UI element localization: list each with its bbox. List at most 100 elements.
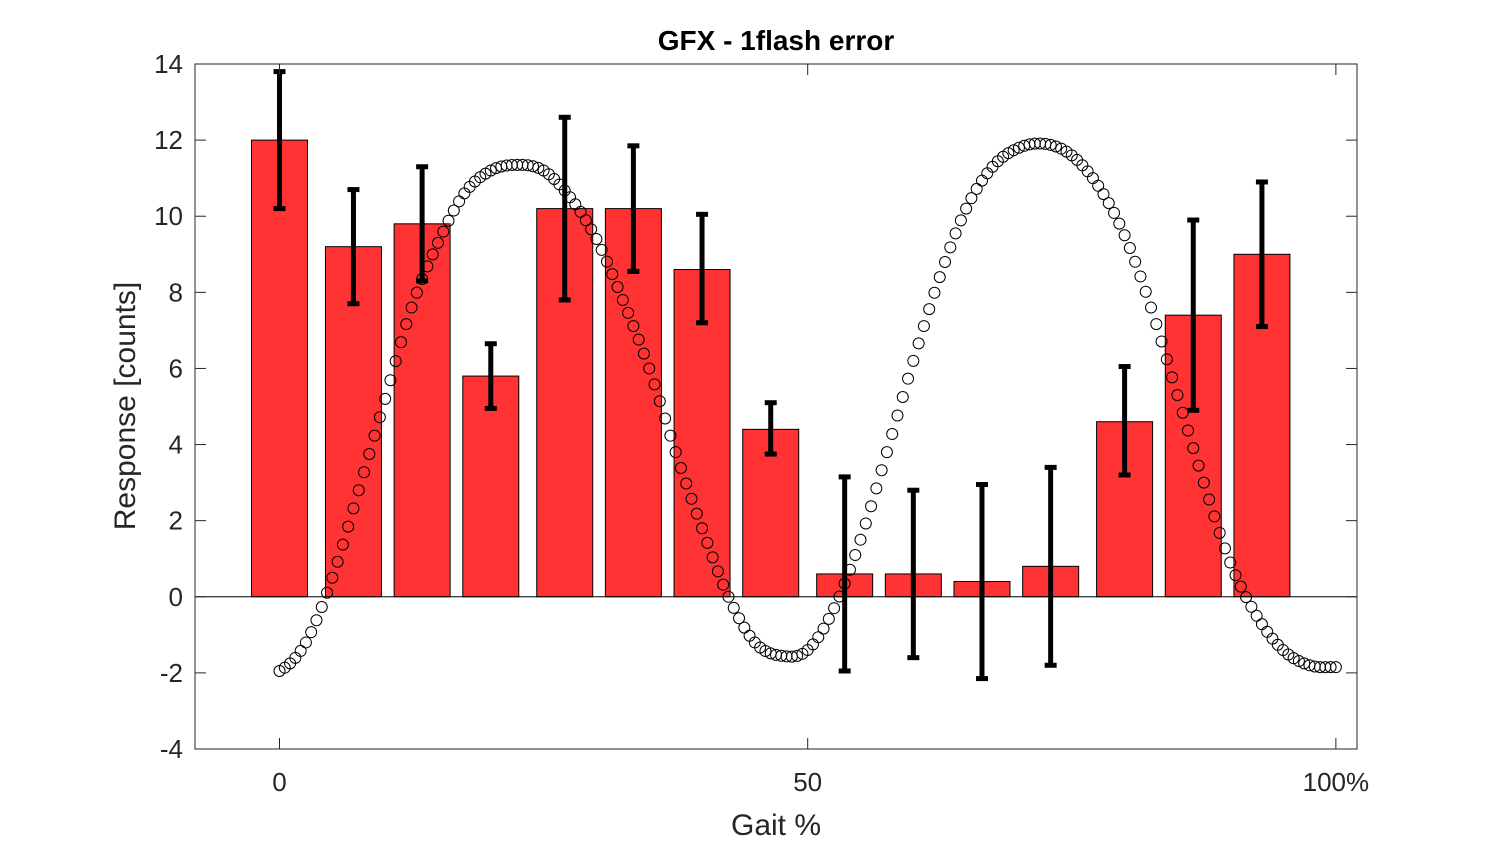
plot-frame: [194, 63, 1358, 750]
curve-marker-127: [944, 241, 957, 254]
curve-marker-167: [1155, 335, 1168, 348]
curve-marker-6: [305, 626, 318, 639]
curve-marker-76: [674, 461, 687, 474]
x-axis-ticks: 0 50 100%: [272, 64, 1369, 797]
curve-marker-109: [849, 549, 862, 562]
curve-marker-8: [315, 601, 328, 614]
curve-marker-84: [717, 578, 730, 591]
curve-marker-81: [701, 536, 714, 549]
errorbar-14: [1255, 179, 1268, 330]
curve-marker-122: [917, 320, 930, 333]
curve-marker-140: [1012, 141, 1025, 154]
curve-marker-71: [648, 378, 661, 391]
curve-marker-161: [1123, 242, 1136, 255]
curve-marker-157: [1102, 197, 1115, 210]
curve-marker-78: [685, 492, 698, 505]
curve-marker-131: [965, 192, 978, 205]
curve-marker-83: [711, 565, 724, 578]
curve-marker-172: [1181, 424, 1194, 437]
curve-marker-165: [1145, 301, 1158, 314]
curve-marker-14: [347, 502, 360, 515]
curve-marker-60: [590, 233, 603, 246]
bar-3: [462, 375, 520, 598]
curve-marker-79: [690, 507, 703, 520]
y-axis-ticks: -4 -2 0 2 4 6 8 10 12 14: [154, 49, 1357, 764]
curve-marker-160: [1118, 229, 1131, 242]
curve-marker-67: [627, 320, 640, 333]
curve-marker-184: [1245, 600, 1258, 613]
errorbar-2: [416, 164, 429, 284]
curve-marker-123: [923, 303, 936, 316]
curve-marker-180: [1224, 556, 1237, 569]
curve-marker-174: [1192, 459, 1205, 472]
curve-marker-139: [1007, 144, 1020, 157]
curve-marker-85: [722, 590, 735, 603]
curve-marker-69: [637, 347, 650, 360]
curve-marker-15: [352, 484, 365, 497]
y-tick-label: 6: [169, 353, 183, 383]
curve-marker-176: [1203, 493, 1216, 506]
curve-marker-162: [1129, 255, 1142, 268]
curve-marker-30: [431, 236, 444, 249]
curve-marker-40: [484, 164, 497, 177]
errorbars-layer: [273, 69, 1268, 682]
curve-marker-178: [1213, 526, 1226, 539]
x-tick-label: 0: [272, 767, 286, 797]
curve-marker-170: [1171, 389, 1184, 402]
errorbar-11: [1044, 464, 1057, 668]
curve-marker-74: [664, 429, 677, 442]
curve-marker-117: [891, 409, 904, 422]
curve-marker-5: [299, 636, 312, 649]
curve-marker-113: [870, 482, 883, 495]
x-tick-label: 100%: [1303, 767, 1370, 797]
curve-marker-32: [442, 214, 455, 227]
errorbar-4: [558, 114, 571, 303]
curve-marker-181: [1229, 569, 1242, 582]
curve-marker-105: [828, 602, 841, 615]
y-tick-label: 14: [154, 49, 183, 79]
y-tick-label: 4: [169, 430, 183, 460]
curve-marker-119: [902, 372, 915, 385]
curve-marker-199: [1324, 661, 1337, 674]
errorbar-6: [696, 211, 709, 326]
curve-marker-120: [907, 354, 920, 367]
curve-marker-116: [886, 428, 899, 441]
curve-marker-11: [331, 555, 344, 568]
chart-title: GFX - 1flash error: [658, 25, 895, 56]
curve-marker-163: [1134, 270, 1147, 283]
curve-marker-13: [342, 520, 355, 533]
curve-marker-66: [622, 306, 635, 319]
curve-marker-65: [616, 293, 629, 306]
curve-marker-75: [669, 446, 682, 459]
bar-7: [742, 428, 800, 598]
errorbar-5: [627, 143, 640, 274]
curve-marker-7: [310, 614, 323, 627]
curve-marker-58: [579, 214, 592, 227]
y-tick-label: 2: [169, 506, 183, 536]
errorbar-12: [1118, 364, 1131, 478]
curve-marker-17: [363, 447, 376, 460]
curve-marker-183: [1240, 591, 1253, 604]
curve-marker-25: [405, 301, 418, 314]
curve-marker-70: [643, 362, 656, 375]
curve-marker-146: [1044, 138, 1057, 151]
curve-marker-173: [1187, 442, 1200, 455]
x-tick-label: 50: [793, 767, 822, 797]
curve-marker-166: [1150, 318, 1163, 331]
curve-marker-182: [1234, 580, 1247, 593]
curve-marker-129: [954, 214, 967, 227]
curve-marker-158: [1108, 206, 1121, 219]
curve-marker-80: [696, 522, 709, 535]
curve-marker-175: [1197, 476, 1210, 489]
curve-marker-111: [859, 517, 872, 530]
curve-marker-185: [1250, 609, 1263, 622]
errorbar-13: [1187, 217, 1200, 413]
curve-marker-104: [822, 612, 835, 625]
curve-marker-147: [1049, 140, 1062, 153]
y-tick-label: 10: [154, 201, 183, 231]
curve-marker-200: [1329, 661, 1342, 674]
curve-marker-112: [865, 500, 878, 513]
curve-marker-23: [394, 336, 407, 349]
curve-marker-130: [960, 202, 973, 215]
y-tick-label: -2: [160, 658, 183, 688]
